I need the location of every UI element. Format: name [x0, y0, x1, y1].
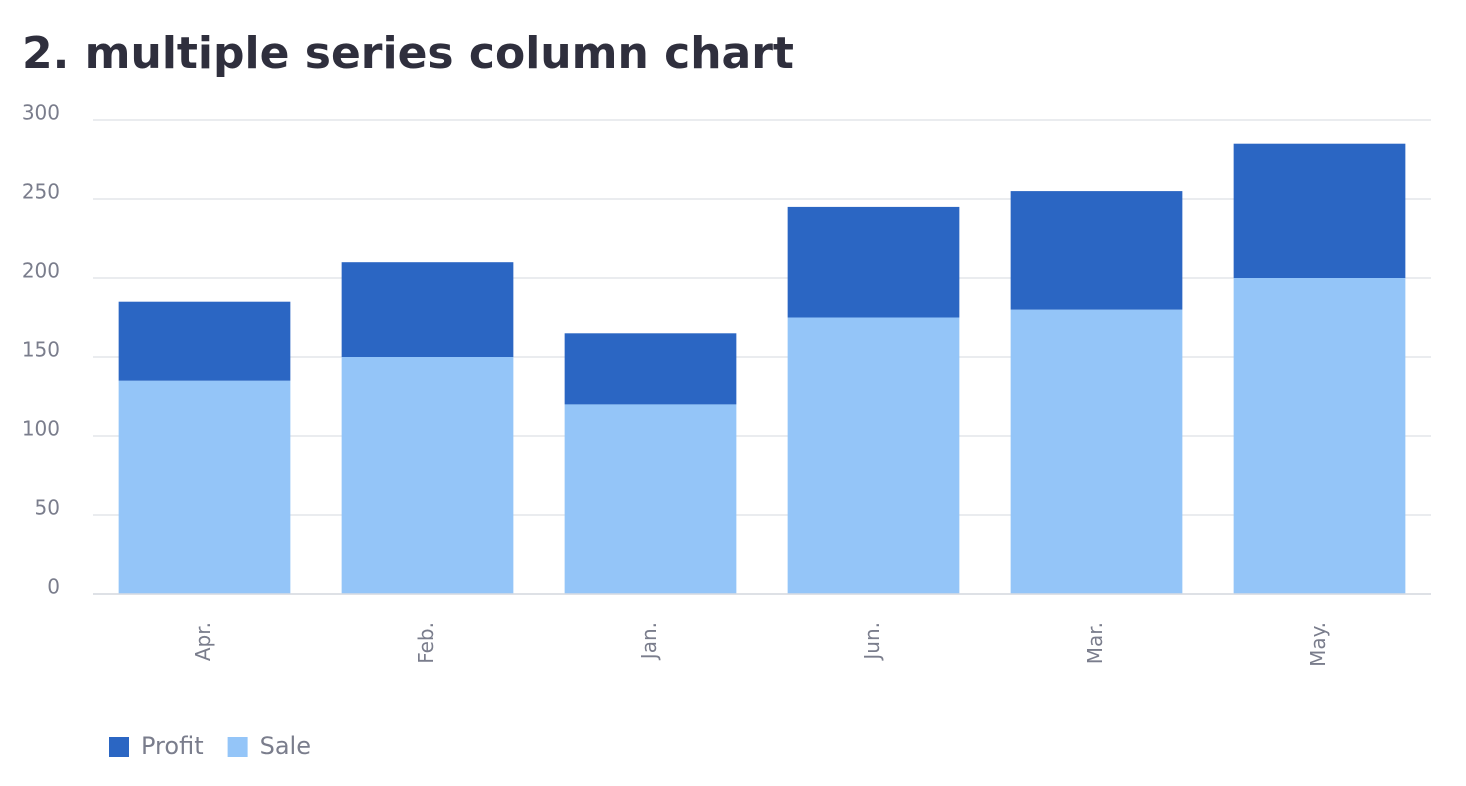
y-tick-label: 250	[22, 180, 60, 204]
legend-label: Sale	[260, 732, 311, 760]
bar-segment	[1233, 278, 1406, 594]
y-tick-label: 300	[22, 101, 60, 125]
y-tick-label: 50	[35, 496, 60, 520]
x-tick-label: May.	[1306, 622, 1330, 667]
bar-segment	[118, 301, 291, 381]
x-tick-label: Apr.	[191, 622, 215, 661]
y-tick-label: 0	[47, 575, 60, 599]
x-tick-label: Jan.	[637, 622, 661, 661]
legend-swatch	[227, 737, 248, 757]
bar-segment	[118, 380, 291, 594]
legend-swatch	[109, 737, 129, 757]
bar-segment	[341, 357, 514, 594]
x-tick-label: Mar.	[1083, 622, 1107, 664]
y-tick-label: 100	[22, 417, 60, 441]
bar-segment	[1010, 191, 1183, 310]
y-tick-label: 200	[22, 259, 60, 283]
bar-segment	[564, 333, 737, 405]
bar-segment	[1233, 143, 1406, 278]
chart-title: 2. multiple series column chart	[22, 28, 794, 79]
legend-label: Profit	[141, 732, 204, 760]
x-tick-label: Jun.	[860, 622, 884, 662]
bar-segment	[564, 404, 737, 594]
bar-segment	[341, 262, 514, 357]
x-tick-label: Feb.	[414, 622, 438, 664]
bar-segment	[787, 317, 960, 594]
bar-segment	[787, 206, 960, 318]
bar-segment	[1010, 309, 1183, 594]
y-tick-label: 150	[22, 338, 60, 362]
